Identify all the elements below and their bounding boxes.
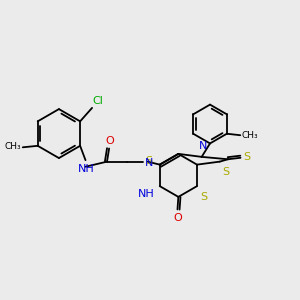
- Text: O: O: [106, 136, 114, 146]
- Text: NH: NH: [138, 188, 154, 199]
- Text: O: O: [173, 213, 182, 223]
- Text: CH₃: CH₃: [242, 131, 258, 140]
- Text: S: S: [200, 191, 207, 202]
- Text: N: N: [199, 142, 207, 152]
- Text: S: S: [222, 167, 229, 177]
- Text: Cl: Cl: [93, 96, 104, 106]
- Text: NH: NH: [78, 164, 95, 174]
- Text: N: N: [145, 158, 153, 168]
- Text: S: S: [244, 152, 250, 162]
- Text: CH₃: CH₃: [5, 142, 21, 151]
- Text: S: S: [145, 156, 152, 166]
